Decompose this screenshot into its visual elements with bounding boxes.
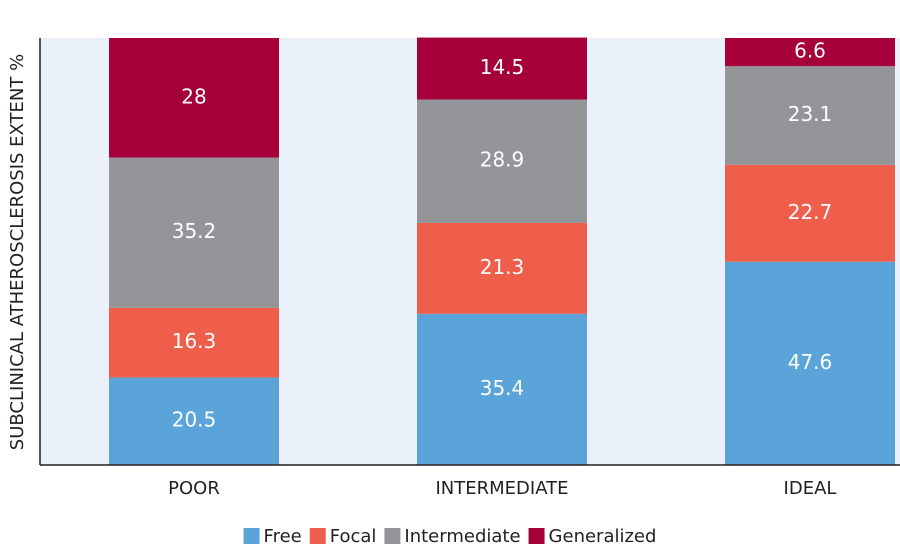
legend-label: Free: [264, 526, 302, 547]
x-tick-label: IDEAL: [784, 478, 837, 499]
legend-swatch: [384, 528, 401, 544]
data-label: 35.4: [480, 376, 525, 400]
bar-segment: [109, 38, 279, 158]
bar-segment: [725, 164, 895, 262]
data-label: 6.6: [794, 39, 826, 63]
data-label: 28: [181, 84, 206, 108]
bar-segment: [417, 37, 587, 100]
bar-segment: [725, 66, 895, 165]
data-label: 22.7: [788, 200, 833, 224]
legend-label: Generalized: [549, 526, 657, 547]
x-tick-label: INTERMEDIATE: [435, 478, 568, 499]
data-label: 47.6: [788, 350, 833, 374]
bar-segment: [725, 38, 895, 67]
legend-swatch: [528, 528, 545, 544]
legend-label: Focal: [330, 526, 377, 547]
bar-segment: [417, 313, 587, 465]
legend-swatch: [243, 528, 260, 544]
data-label: 20.5: [172, 408, 217, 432]
x-tick-label: POOR: [168, 478, 220, 499]
bar-segment: [417, 222, 587, 314]
bar-segment: [725, 261, 895, 465]
bar-segment: [417, 99, 587, 223]
legend-swatch: [309, 528, 326, 544]
bar-segment: [109, 157, 279, 308]
legend-label: Intermediate: [404, 526, 520, 547]
data-label: 28.9: [480, 148, 525, 172]
data-label: 14.5: [480, 55, 525, 79]
data-label: 16.3: [172, 329, 217, 353]
data-label: 21.3: [480, 255, 525, 279]
data-label: 23.1: [788, 102, 833, 126]
bar-segment: [109, 307, 279, 378]
bar-segment: [109, 377, 279, 465]
y-axis-label: SUBCLINICAL ATHEROSCLEROSIS EXTENT %: [7, 54, 28, 450]
data-label: 35.2: [172, 219, 217, 243]
